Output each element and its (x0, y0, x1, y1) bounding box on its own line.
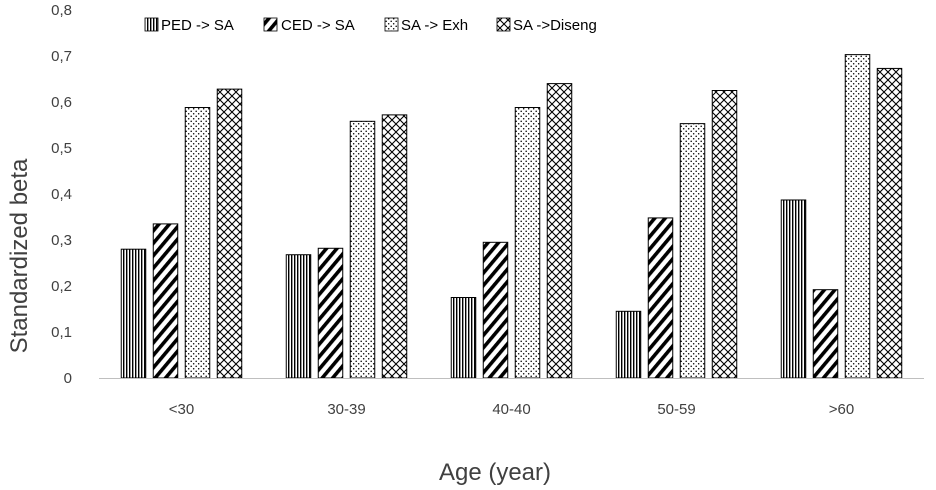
legend-item-ced-sa: CED -> SA (263, 17, 355, 34)
y-tick-label-8: 0,8 (51, 2, 72, 19)
bar-ced-sa-3 (647, 217, 674, 379)
bar-sa-exh-1 (349, 120, 376, 379)
bar-ced-sa-2 (482, 241, 509, 379)
x-tick-label-3: 50-59 (657, 401, 695, 418)
bar-sa-diseng-3 (711, 90, 738, 379)
bar-sa-diseng-0 (216, 88, 243, 379)
bar-ced-sa-4 (812, 289, 839, 379)
x-tick-label-1: 30-39 (327, 401, 365, 418)
y-tick-label-5: 0,5 (51, 140, 72, 157)
legend-label-ped-sa: PED -> SA (161, 17, 234, 34)
bar-sa-diseng-4 (876, 67, 903, 379)
y-axis-ticks: 0 0,1 0,2 0,3 0,4 0,5 0,6 0,7 0,8 (51, 2, 72, 387)
y-tick-label-6: 0,6 (51, 94, 72, 111)
x-axis-title: Age (year) (439, 459, 551, 486)
bars (120, 54, 903, 379)
bar-ped-sa-3 (615, 310, 642, 379)
y-tick-label-1: 0,1 (51, 324, 72, 341)
bar-ped-sa-1 (285, 254, 312, 379)
y-tick-label-0: 0 (64, 370, 72, 387)
x-axis-ticks: <30 30-39 40-40 50-59 >60 (169, 401, 854, 418)
y-tick-label-7: 0,7 (51, 48, 72, 65)
bar-ped-sa-4 (780, 199, 807, 379)
legend-swatch-sa-exh (384, 17, 399, 32)
bar-ced-sa-0 (152, 223, 179, 379)
y-tick-label-4: 0,4 (51, 186, 72, 203)
bar-sa-diseng-2 (546, 83, 573, 379)
legend-item-ped-sa: PED -> SA (144, 17, 234, 34)
y-tick-label-2: 0,2 (51, 278, 72, 295)
legend-swatch-ced-sa (263, 17, 278, 32)
y-tick-label-3: 0,3 (51, 232, 72, 249)
legend: PED -> SA CED -> SA SA -> Exh SA ->Disen… (144, 17, 597, 34)
bar-sa-diseng-1 (381, 114, 408, 379)
bar-ped-sa-0 (120, 248, 147, 379)
x-tick-label-2: 40-40 (492, 401, 530, 418)
bar-sa-exh-0 (184, 107, 211, 379)
bar-sa-exh-2 (514, 107, 541, 379)
legend-label-sa-diseng: SA ->Diseng (513, 17, 597, 34)
legend-swatch-ped-sa (144, 17, 159, 32)
legend-item-sa-exh: SA -> Exh (384, 17, 468, 34)
bar-ced-sa-1 (317, 247, 344, 379)
bar-sa-exh-4 (844, 54, 871, 379)
legend-label-sa-exh: SA -> Exh (401, 17, 468, 34)
legend-item-sa-diseng: SA ->Diseng (496, 17, 597, 34)
legend-label-ced-sa: CED -> SA (281, 17, 355, 34)
x-tick-label-0: <30 (169, 401, 194, 418)
legend-swatch-sa-diseng (496, 17, 511, 32)
x-tick-label-4: >60 (829, 401, 854, 418)
y-axis-title: Standardized beta (6, 158, 33, 353)
bar-sa-exh-3 (679, 123, 706, 379)
bar-ped-sa-2 (450, 297, 477, 379)
